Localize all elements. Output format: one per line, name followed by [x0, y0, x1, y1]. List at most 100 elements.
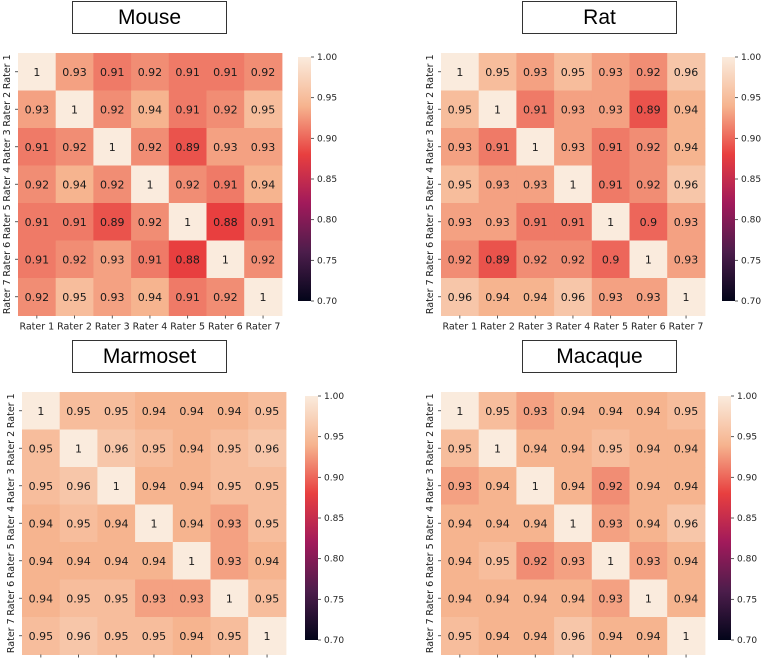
macaque-cell [591, 542, 630, 580]
mouse-cell-label: 0.94 [62, 178, 87, 191]
macaque-cell [478, 392, 517, 430]
marmoset-cell [210, 579, 249, 618]
marmoset-cell-label: 0.95 [255, 480, 280, 493]
mouse-cell-label: 0.91 [175, 291, 200, 304]
rat-cell [516, 165, 555, 204]
mouse-cell [18, 90, 57, 129]
mouse-cell [131, 90, 170, 129]
mouse-cell [93, 128, 132, 166]
marmoset-cell-label: 0.94 [104, 517, 129, 530]
mouse-cell [244, 128, 283, 166]
marmoset-cell-label: 0.95 [217, 480, 242, 493]
mouse-cell-label: 0.89 [100, 216, 125, 229]
marmoset-cell [135, 504, 174, 543]
rat-cell [591, 53, 630, 91]
marmoset-cell [248, 429, 287, 468]
marmoset-cell-label: 0.93 [217, 555, 242, 568]
rat-cell-label: 1 [645, 253, 652, 266]
rat-cell-label: 0.92 [636, 178, 661, 191]
mouse-cell-label: 0.92 [138, 66, 163, 79]
marmoset-cell-label: 0.94 [29, 555, 54, 568]
rat-cell [629, 203, 668, 241]
rat-cell [478, 240, 517, 279]
mouse-cell-label: 0.91 [213, 66, 238, 79]
marmoset-panel-title: Marmoset [72, 340, 227, 373]
macaque-y-tick-label: Rater 5 [425, 543, 436, 578]
mouse-cell-label: 0.92 [213, 103, 238, 116]
marmoset-cell-label: 1 [226, 592, 233, 605]
marmoset-cell [172, 579, 211, 618]
mouse-cell-label: 1 [260, 291, 267, 304]
rat-cell [629, 165, 668, 204]
rat-cell [478, 203, 517, 241]
macaque-cell-label: 0.94 [636, 480, 661, 493]
rat-cell [667, 278, 706, 316]
macaque-cell [591, 429, 630, 468]
marmoset-cell [248, 392, 287, 430]
macaque-cell-label: 0.94 [636, 405, 661, 418]
rat-cell [516, 53, 555, 91]
mouse-cell [244, 165, 283, 204]
rat-cell [629, 53, 668, 91]
mouse-cell-label: 0.94 [138, 291, 163, 304]
rat-cell-label: 0.96 [674, 178, 699, 191]
mouse-cell [93, 53, 132, 91]
marmoset-cell [172, 504, 211, 543]
marmoset-cell [210, 504, 249, 543]
rat-colorbar-tick-label: 1.00 [741, 53, 761, 63]
rat-cell-label: 1 [683, 291, 690, 304]
rat-x-tick-label: Rater 2 [480, 322, 515, 333]
mouse-cell [18, 128, 57, 166]
mouse-cell-label: 0.92 [100, 178, 125, 191]
mouse-cell-label: 1 [33, 66, 40, 79]
rat-cell-label: 0.94 [674, 141, 699, 154]
mouse-cell-label: 0.92 [175, 178, 200, 191]
rat-cell-label: 0.91 [561, 216, 586, 229]
rat-cell-label: 0.91 [485, 141, 510, 154]
rat-cell-label: 0.93 [674, 216, 699, 229]
macaque-colorbar [718, 396, 731, 640]
mouse-cell-label: 0.88 [213, 216, 238, 229]
mouse-cell [131, 203, 170, 241]
macaque-cell [478, 579, 517, 618]
rat-cell [629, 90, 668, 129]
rat-cell [516, 128, 555, 166]
marmoset-y-tick-label: Rater 4 [6, 506, 17, 541]
macaque-cell [478, 542, 517, 580]
mouse-cell-label: 0.91 [25, 141, 50, 154]
marmoset-cell-label: 0.94 [29, 517, 54, 530]
mouse-colorbar-tick-label: 0.75 [317, 256, 337, 266]
rat-cell [478, 165, 517, 204]
rat-cell-label: 0.93 [561, 141, 586, 154]
macaque-y-tick-label: Rater 7 [425, 618, 436, 653]
mouse-cell [18, 240, 57, 279]
rat-cell [629, 278, 668, 316]
mouse-cell-label: 0.91 [25, 216, 50, 229]
macaque-cell [554, 392, 593, 430]
marmoset-cell [59, 504, 98, 543]
macaque-cell-label: 0.95 [485, 405, 510, 418]
rat-cell [667, 240, 706, 279]
macaque-cell [629, 392, 668, 430]
macaque-cell [629, 579, 668, 618]
mouse-cell [131, 128, 170, 166]
marmoset-cell [135, 392, 174, 430]
mouse-cell-label: 0.92 [138, 141, 163, 154]
rat-cell [478, 90, 517, 129]
mouse-cell-label: 0.95 [62, 291, 87, 304]
marmoset-colorbar-tick-label: 0.70 [324, 636, 344, 646]
rat-x-tick-label: Rater 5 [593, 322, 628, 333]
rat-colorbar-tick-label: 0.85 [741, 175, 761, 185]
macaque-heatmap: 1 0.95 0.93 0.94 0.94 0.94 0.95 0.95 1 0.94 0.94 0.… [425, 392, 757, 658]
macaque-cell-label: 1 [456, 405, 463, 418]
rat-cell [554, 53, 593, 91]
marmoset-cell [59, 467, 98, 505]
mouse-cell [168, 203, 207, 241]
mouse-cell [168, 90, 207, 129]
mouse-cell-label: 0.93 [25, 103, 50, 116]
mouse-cell-label: 0.91 [138, 253, 163, 266]
rat-cell-label: 0.93 [448, 216, 473, 229]
mouse-cell-label: 0.92 [213, 291, 238, 304]
macaque-cell-label: 0.96 [674, 517, 699, 530]
mouse-cell-label: 0.93 [251, 141, 276, 154]
